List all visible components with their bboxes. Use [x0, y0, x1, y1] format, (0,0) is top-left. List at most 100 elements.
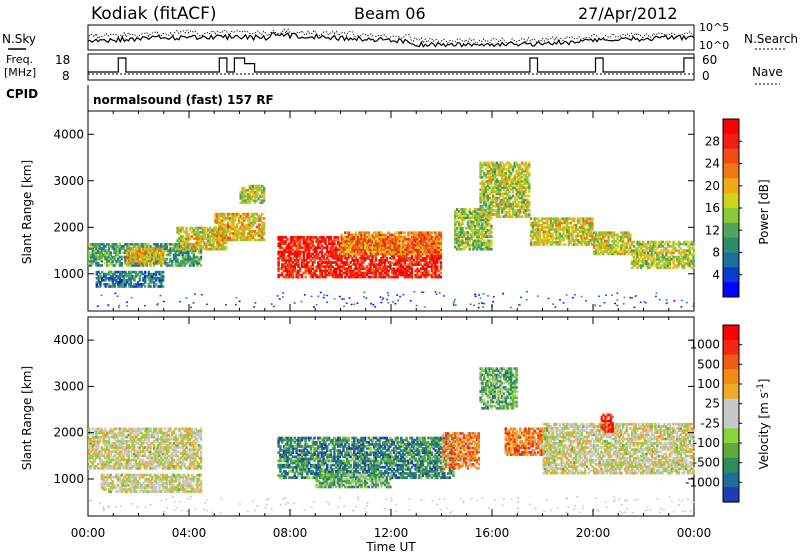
range-gate-cell	[400, 261, 403, 264]
range-gate-cell	[389, 246, 392, 249]
range-gate-cell	[116, 251, 120, 255]
range-gate-cell	[140, 257, 143, 261]
range-gate-cell	[419, 238, 423, 241]
range-gate-cell	[243, 212, 246, 216]
range-gate-cell	[212, 241, 215, 245]
range-gate-cell	[106, 276, 109, 280]
range-gate-cell	[414, 250, 417, 254]
range-gate-cell	[297, 240, 300, 243]
range-gate-cell	[475, 222, 479, 226]
range-gate-cell	[281, 259, 284, 262]
range-gate-cell	[102, 272, 106, 276]
range-gate-cell	[418, 269, 421, 273]
range-gate-cell	[407, 259, 410, 262]
range-gate-cell	[559, 299, 561, 301]
range-gate-cell	[472, 247, 475, 251]
range-gate-cell	[522, 182, 526, 185]
range-gate-cell	[659, 245, 663, 248]
range-gate-cell	[300, 265, 304, 268]
range-gate-cell	[495, 180, 498, 183]
range-gate-cell	[419, 235, 423, 239]
range-gate-cell	[499, 163, 502, 167]
range-gate-cell	[639, 255, 643, 259]
range-gate-cell	[340, 237, 343, 241]
range-gate-cell	[484, 243, 488, 247]
range-gate-cell	[216, 227, 219, 231]
range-gate-cell	[143, 247, 147, 251]
range-gate-cell	[358, 241, 361, 245]
range-gate-cell	[493, 182, 497, 185]
range-gate-cell	[488, 180, 491, 183]
range-gate-cell	[362, 275, 365, 279]
range-gate-cell	[353, 267, 356, 271]
range-gate-cell	[219, 214, 223, 218]
range-gate-cell	[317, 263, 320, 266]
range-gate-cell	[308, 248, 311, 252]
range-gate-cell	[239, 236, 242, 240]
range-gate-cell	[192, 253, 195, 257]
range-gate-cell	[598, 295, 600, 297]
range-gate-cell	[398, 273, 401, 277]
range-gate-cell	[692, 247, 695, 250]
range-gate-cell	[413, 291, 416, 293]
range-gate-cell	[356, 263, 360, 266]
range-gate-cell	[565, 217, 569, 221]
range-gate-cell	[607, 248, 610, 251]
range-gate-cell	[293, 240, 296, 243]
range-gate-cell	[246, 212, 250, 216]
range-gate-cell	[176, 247, 179, 251]
range-gate-cell	[495, 182, 498, 185]
range-gate-cell	[115, 247, 118, 250]
range-gate-cell	[104, 253, 107, 257]
range-gate-cell	[410, 267, 414, 271]
range-gate-cell	[492, 176, 495, 179]
range-gate-cell	[363, 291, 366, 294]
range-gate-cell	[513, 163, 516, 167]
range-gate-cell	[156, 245, 159, 248]
range-gate-cell	[180, 251, 183, 255]
range-gate-cell	[686, 257, 690, 261]
range-gate-cell	[360, 238, 363, 241]
range-gate-cell	[400, 271, 403, 275]
range-gate-cell	[241, 236, 244, 240]
range-gate-cell	[318, 267, 322, 271]
range-gate-cell	[174, 257, 177, 261]
range-gate-cell	[486, 231, 489, 234]
range-gate-cell	[469, 303, 472, 305]
range-gate-cell	[138, 259, 141, 263]
range-gate-cell	[304, 240, 307, 243]
range-gate-cell	[650, 240, 654, 244]
range-gate-cell	[481, 196, 484, 200]
range-gate-cell	[423, 250, 426, 254]
range-gate-cell	[371, 246, 374, 249]
range-gate-cell	[340, 273, 343, 277]
range-gate-cell	[326, 265, 329, 268]
range-gate-cell	[394, 269, 397, 273]
range-gate-cell	[374, 237, 378, 241]
range-gate-cell	[647, 266, 650, 270]
range-gate-cell	[605, 233, 608, 237]
range-gate-cell	[134, 255, 138, 259]
range-gate-cell	[282, 256, 286, 260]
range-gate-cell	[322, 296, 325, 299]
range-gate-cell	[391, 269, 394, 273]
range-gate-cell	[430, 256, 434, 260]
range-gate-cell	[585, 232, 589, 236]
range-gate-cell	[455, 237, 459, 241]
range-gate-cell	[405, 254, 408, 258]
range-gate-cell	[178, 264, 181, 267]
range-gate-cell	[216, 212, 219, 216]
range-gate-cell	[163, 247, 167, 250]
range-gate-cell	[178, 230, 181, 234]
range-gate-cell	[192, 262, 195, 265]
range-gate-cell	[396, 244, 399, 247]
range-gate-cell	[354, 252, 358, 256]
range-gate-cell	[475, 235, 479, 238]
range-gate-cell	[401, 237, 405, 241]
range-gate-cell	[122, 247, 125, 250]
range-gate-cell	[353, 252, 356, 256]
range-gate-cell	[344, 246, 347, 250]
range-gate-cell	[246, 201, 250, 204]
range-gate-cell	[241, 195, 244, 198]
range-gate-cell	[354, 233, 358, 237]
